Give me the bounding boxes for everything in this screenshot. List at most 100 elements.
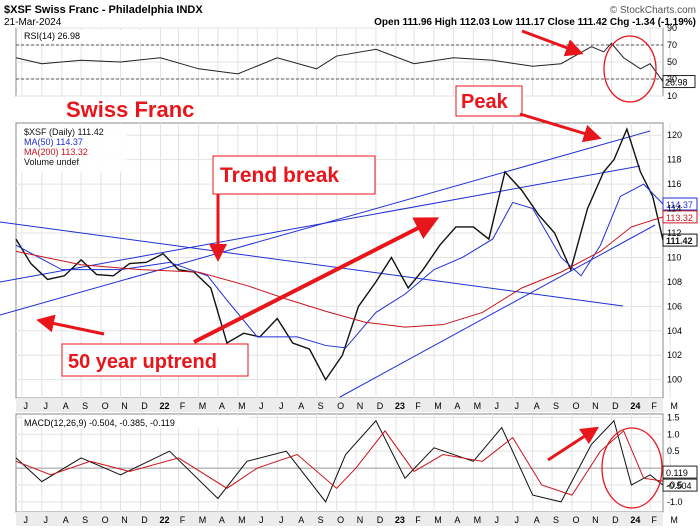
x-tick-label: M bbox=[238, 515, 246, 525]
x-tick-label: N bbox=[592, 401, 599, 411]
macd-value-box bbox=[662, 465, 698, 479]
x-tick-label: D bbox=[377, 401, 384, 411]
price-value-label: 114.37 bbox=[666, 200, 693, 210]
x-tick-label: O bbox=[102, 401, 109, 411]
rsi-line bbox=[15, 42, 664, 82]
x-tick-label: M bbox=[474, 515, 482, 525]
rsi-peak-arrow bbox=[521, 29, 584, 57]
x-tick-label: A bbox=[454, 515, 460, 525]
x-tick-label: A bbox=[534, 515, 540, 525]
x-tick-label: O bbox=[573, 401, 580, 411]
price-tick-label: 120 bbox=[667, 130, 682, 140]
rsi-value-box bbox=[662, 75, 696, 89]
macd-tick-label: 1.5 bbox=[667, 412, 680, 422]
x-tick-label: J bbox=[279, 515, 284, 525]
x-tick-label: M bbox=[474, 401, 482, 411]
x-tick-label: A bbox=[63, 515, 69, 525]
x-tick-label: S bbox=[318, 515, 324, 525]
macd-panel bbox=[15, 413, 664, 513]
x-tick-label: M bbox=[238, 401, 246, 411]
x-tick-label: A bbox=[219, 401, 225, 411]
x-tick-label: F bbox=[180, 401, 186, 411]
ohlc-readout: Open 111.96 High 112.03 Low 111.17 Close… bbox=[374, 17, 696, 28]
macd-line bbox=[15, 419, 664, 503]
x-tick-label: M bbox=[199, 515, 207, 525]
x-tick-label: N bbox=[121, 401, 128, 411]
trendline bbox=[339, 224, 656, 398]
x-tick-label: D bbox=[377, 515, 384, 525]
x-tick-label: J bbox=[44, 401, 49, 411]
price-line bbox=[15, 127, 664, 382]
x-tick-label: J bbox=[514, 515, 519, 525]
uptrend-label: 50 year uptrend bbox=[68, 351, 217, 373]
x-tick-label: A bbox=[63, 401, 69, 411]
x-tick-label: 22 bbox=[159, 515, 169, 525]
x-tick-label: F bbox=[415, 401, 421, 411]
x-tick-label: O bbox=[573, 515, 580, 525]
rsi-tick-label: 10 bbox=[667, 91, 677, 101]
x-tick-label: 23 bbox=[395, 401, 405, 411]
rsi-tick-label: 90 bbox=[667, 23, 677, 33]
macd-signal-line bbox=[15, 430, 664, 496]
price-value-label: 111.42 bbox=[666, 236, 693, 246]
rsi-legend: RSI(14) 26.98 bbox=[24, 31, 80, 41]
macd-xaxis-band bbox=[16, 512, 663, 526]
price-legend-entry: Volume undef bbox=[24, 157, 80, 167]
x-tick-label: S bbox=[553, 401, 559, 411]
x-tick-label: M bbox=[670, 401, 678, 411]
x-tick-label: A bbox=[534, 401, 540, 411]
annotations: Swiss Franc Trend break Peak 50 year upt… bbox=[36, 29, 663, 509]
x-tick-label: J bbox=[24, 515, 29, 525]
x-tick-label: J bbox=[494, 515, 499, 525]
x-tick-label: J bbox=[514, 401, 519, 411]
macd-peak-arrow bbox=[547, 426, 600, 462]
x-tick-label: S bbox=[318, 401, 324, 411]
macd-value-label: -0.504 bbox=[666, 481, 692, 491]
x-tick-label: S bbox=[553, 515, 559, 525]
x-tick-label: 24 bbox=[630, 515, 640, 525]
x-tick-label: N bbox=[592, 515, 599, 525]
x-tick-label: 23 bbox=[395, 515, 405, 525]
x-tick-label: 22 bbox=[159, 401, 169, 411]
x-tick-label: M bbox=[434, 515, 442, 525]
x-tick-label: J bbox=[44, 515, 49, 525]
uptrend-arrow bbox=[193, 217, 440, 344]
peak-arrow bbox=[519, 112, 602, 143]
x-tick-label: D bbox=[141, 401, 148, 411]
trendline bbox=[0, 165, 641, 283]
x-tick-label: A bbox=[298, 401, 304, 411]
price-tick-label: 118 bbox=[667, 155, 681, 165]
price-value-box bbox=[662, 197, 698, 211]
price-tick-label: 116 bbox=[667, 179, 681, 189]
x-tick-label: O bbox=[337, 515, 344, 525]
macd-tick-label: 0.5 bbox=[667, 446, 680, 456]
x-tick-label: M bbox=[670, 515, 678, 525]
x-tick-label: J bbox=[259, 515, 264, 525]
x-tick-label: D bbox=[141, 515, 148, 525]
rsi-legend-bg bbox=[22, 30, 157, 42]
x-tick-label: D bbox=[612, 401, 619, 411]
price-tick-label: 102 bbox=[667, 350, 682, 360]
price-tick-label: 108 bbox=[667, 277, 682, 287]
x-tick-label: 24 bbox=[630, 401, 640, 411]
copyright: © StockCharts.com bbox=[610, 5, 696, 16]
x-tick-label: N bbox=[357, 401, 364, 411]
price-value-label: 113.32 bbox=[666, 213, 693, 223]
rsi-tick-label: 50 bbox=[667, 57, 677, 67]
price-value-box bbox=[662, 210, 698, 224]
x-tick-label: F bbox=[180, 515, 186, 525]
chart-date: 21-Mar-2024 bbox=[4, 17, 62, 28]
x-tick-label: O bbox=[102, 515, 109, 525]
x-tick-label: S bbox=[82, 515, 88, 525]
swiss-franc-label: Swiss Franc bbox=[66, 97, 194, 122]
x-tick-label: N bbox=[357, 515, 364, 525]
x-tick-label: A bbox=[219, 515, 225, 525]
x-tick-label: M bbox=[199, 401, 207, 411]
peak-label: Peak bbox=[461, 91, 509, 113]
x-tick-label: J bbox=[494, 401, 499, 411]
x-tick-label: F bbox=[651, 401, 657, 411]
price-value-box bbox=[662, 233, 698, 247]
ma50-line bbox=[15, 183, 664, 349]
trend-break-box bbox=[212, 155, 376, 195]
